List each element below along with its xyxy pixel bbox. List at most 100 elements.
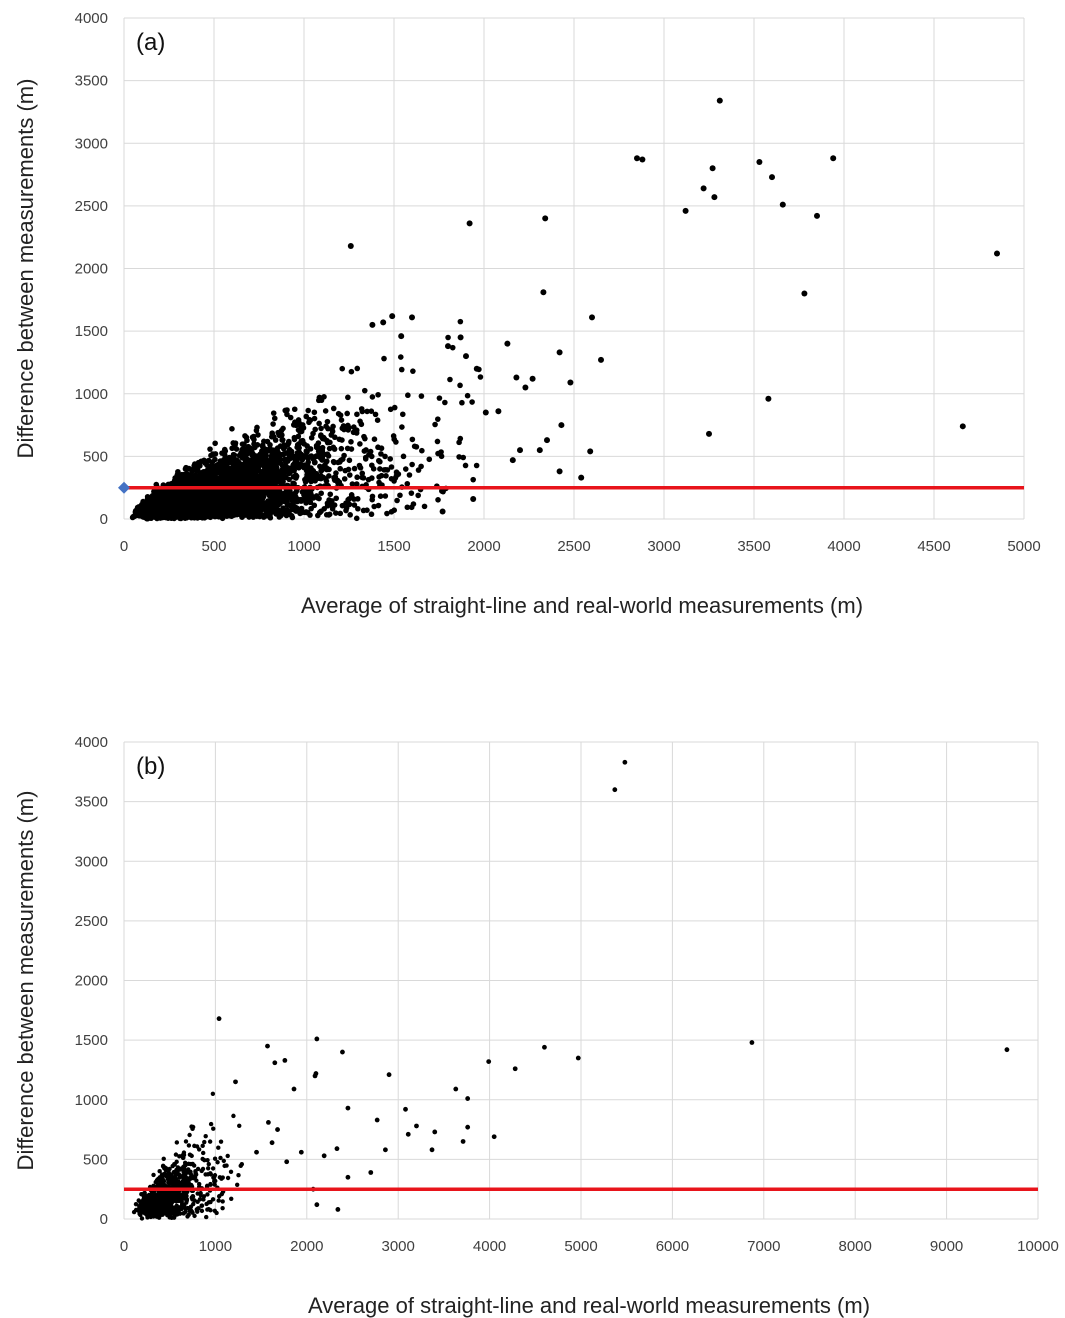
data-point: [362, 456, 369, 462]
data-point: [460, 454, 467, 461]
data-point: [304, 493, 311, 499]
data-point: [262, 500, 269, 507]
data-point: [233, 461, 239, 468]
data-point: [374, 417, 381, 423]
data-point: [289, 467, 295, 474]
data-point: [281, 442, 287, 448]
data-point: [195, 459, 202, 466]
data-point: [222, 471, 229, 478]
data-point: [457, 382, 463, 389]
data-point: [194, 466, 201, 473]
panel-label: (a): [136, 29, 165, 56]
data-point: [242, 463, 249, 470]
data-point: [268, 433, 275, 440]
data-point: [229, 426, 235, 432]
data-point: [303, 448, 310, 454]
data-point: [357, 464, 364, 471]
data-point: [381, 355, 387, 362]
data-point: [299, 489, 306, 495]
data-point: [212, 480, 219, 486]
y-tick-label: 0: [100, 511, 108, 528]
data-point: [426, 456, 433, 463]
x-tick-label: 1000: [287, 538, 320, 555]
data-point: [331, 459, 337, 466]
data-point: [313, 493, 320, 499]
data-point: [233, 446, 240, 452]
data-point: [261, 476, 268, 483]
data-point: [276, 432, 283, 439]
x-tick-label: 4500: [917, 538, 950, 555]
y-axis-title: Difference between measurements (m): [13, 79, 38, 459]
data-point: [295, 433, 302, 440]
data-point: [335, 459, 341, 466]
data-point: [319, 446, 326, 453]
data-point: [229, 445, 235, 452]
y-tick-label: 1500: [75, 323, 108, 340]
data-point: [337, 465, 344, 472]
data-point: [409, 461, 415, 468]
data-point: [263, 452, 269, 458]
data-point: [339, 365, 346, 372]
data-point: [337, 412, 344, 419]
data-point: [354, 365, 361, 372]
data-point: [257, 451, 264, 457]
data-point: [296, 449, 303, 456]
data-point: [365, 476, 372, 483]
data-point: [296, 420, 302, 426]
data-point: [214, 467, 221, 474]
y-tick-label: 3000: [75, 135, 108, 152]
data-point: [400, 453, 407, 460]
x-axis-title: Average of straight-line and real-world …: [301, 593, 863, 618]
data-point: [308, 475, 314, 481]
data-point: [310, 430, 316, 437]
data-point: [314, 512, 321, 519]
data-point: [251, 436, 257, 443]
data-point: [307, 417, 314, 424]
data-point: [272, 437, 279, 443]
data-point: [456, 439, 462, 446]
data-point: [305, 407, 312, 414]
data-point: [405, 392, 411, 399]
data-point: [287, 455, 293, 462]
data-point: [436, 395, 443, 401]
data-point: [238, 507, 244, 513]
data-point: [341, 476, 348, 482]
data-point: [398, 366, 405, 373]
data-point: [361, 448, 368, 454]
data-point: [297, 509, 304, 515]
data-point: [421, 503, 428, 510]
data-point: [449, 344, 456, 351]
data-point: [289, 494, 295, 500]
data-point: [387, 456, 394, 462]
data-point: [354, 474, 360, 481]
y-tick-label: 2000: [75, 261, 108, 278]
data-point: [288, 449, 295, 456]
data-point: [210, 451, 216, 457]
data-point: [326, 497, 332, 503]
data-point: [358, 421, 365, 428]
data-point: [457, 318, 464, 325]
data-point: [322, 408, 329, 414]
data-point: [383, 473, 389, 479]
data-point: [355, 505, 361, 512]
data-point: [318, 425, 324, 432]
data-point: [282, 407, 288, 414]
data-point: [387, 406, 394, 413]
x-tick-label: 2500: [557, 538, 590, 555]
x-tick-label: 3000: [647, 538, 680, 555]
data-point: [286, 476, 292, 483]
data-point: [357, 441, 363, 447]
data-point: [289, 514, 296, 521]
data-point: [286, 438, 292, 445]
data-point: [394, 497, 400, 504]
data-point: [243, 434, 250, 441]
data-point: [402, 466, 409, 472]
data-point: [321, 462, 328, 469]
data-point: [354, 411, 360, 418]
data-point: [375, 502, 382, 509]
data-point: [239, 446, 245, 453]
data-point: [330, 405, 337, 412]
data-point: [442, 399, 448, 406]
data-point: [351, 465, 358, 472]
x-tick-label: 1500: [377, 538, 410, 555]
